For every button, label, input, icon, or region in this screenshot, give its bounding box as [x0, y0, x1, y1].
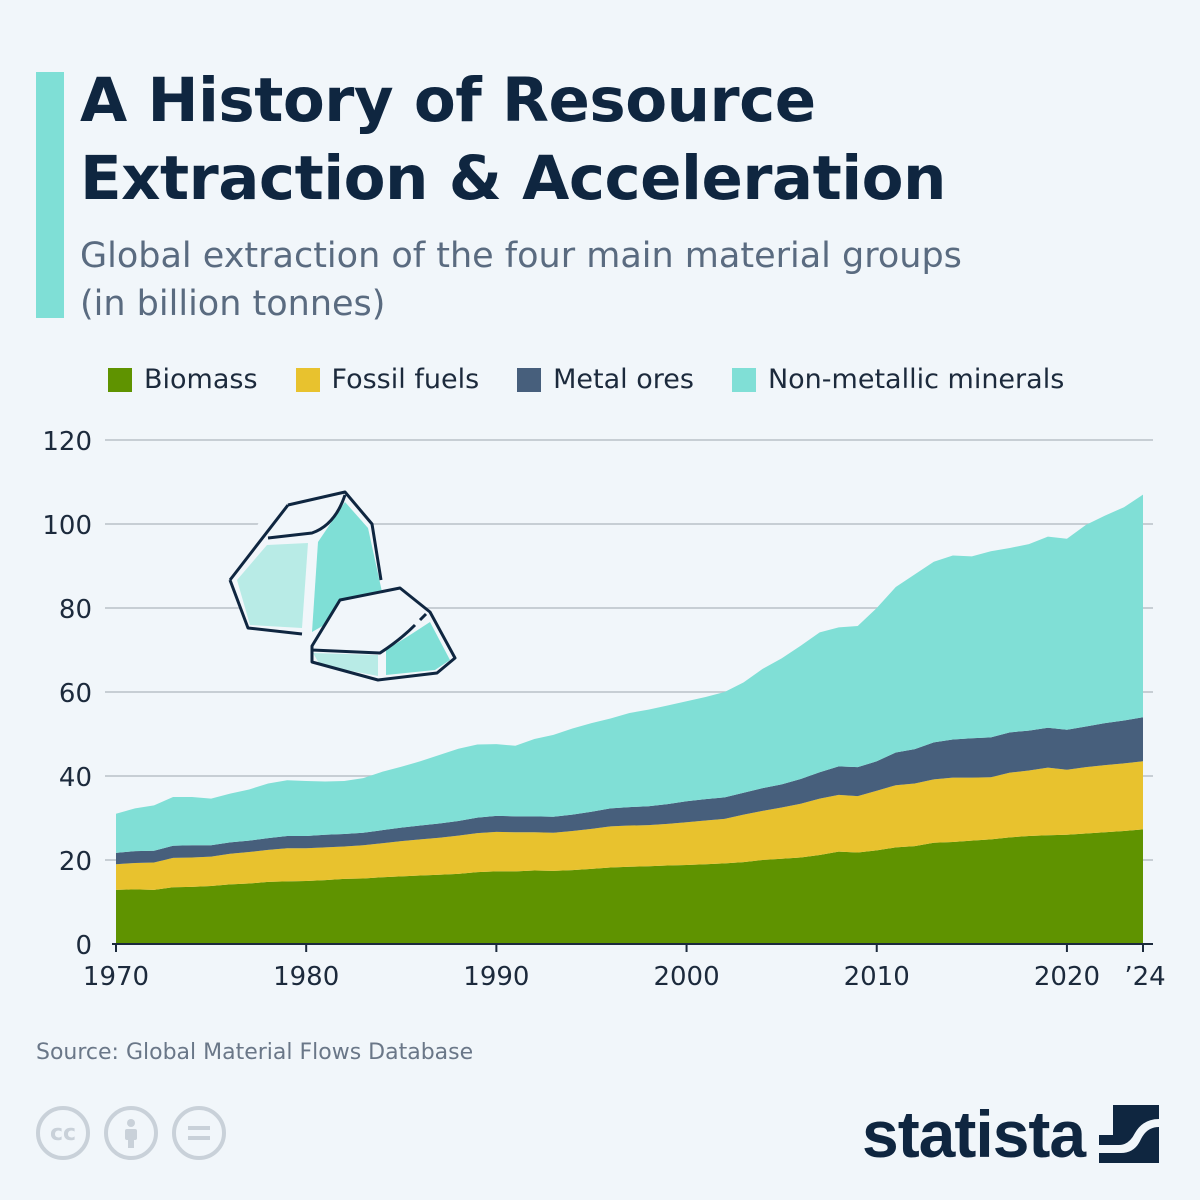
rocks-illustration-icon — [228, 490, 457, 682]
no-derivatives-icon[interactable] — [172, 1106, 226, 1160]
area-biomass — [116, 829, 1143, 944]
axes: 0 20 40 60 80 100 120 1970 1980 1990 2000 2010 2020 ’… — [42, 427, 1165, 992]
y-tick-label: 100 — [42, 511, 92, 541]
x-tick-label: 1990 — [463, 962, 529, 992]
x-tick-label: ’24 — [1124, 962, 1165, 992]
y-tick-label: 60 — [59, 679, 92, 709]
source-note: Source: Global Material Flows Database — [36, 1040, 474, 1065]
person-icon — [125, 1119, 137, 1148]
y-tick-label: 120 — [42, 427, 92, 457]
logo-text: statista — [862, 1097, 1086, 1171]
statista-logo[interactable]: statista — [862, 1096, 1160, 1172]
legend-item-biomass: Biomass — [108, 364, 258, 395]
legend-swatch — [108, 367, 132, 392]
legend-swatch — [295, 367, 320, 392]
accent-bar — [36, 72, 64, 318]
legend-swatch — [517, 367, 542, 392]
y-tick-label: 20 — [59, 847, 92, 877]
x-tick-label: 1970 — [83, 962, 149, 992]
legend-swatch — [731, 367, 756, 392]
attribution-icon[interactable] — [104, 1106, 158, 1160]
legend-item-non-metallic-minerals: Non-metallic minerals — [731, 364, 1065, 395]
x-tick-label: 1980 — [273, 962, 339, 992]
y-tick-label: 80 — [59, 595, 92, 625]
subtitle-line-1: Global extraction of the four main mater… — [80, 236, 962, 276]
statista-logo-icon — [1099, 1105, 1160, 1163]
x-tick-label: 2020 — [1034, 962, 1100, 992]
cc-icon[interactable]: cc — [36, 1106, 90, 1160]
legend-item-metal-ores: Metal ores — [517, 364, 694, 395]
legend-item-fossil-fuels: Fossil fuels — [295, 364, 480, 395]
area-non-metallic-minerals — [116, 494, 1143, 853]
title-line-1: A History of Resource — [80, 65, 816, 136]
subtitle-line-2: (in billion tonnes) — [80, 284, 386, 324]
y-tick-label: 0 — [75, 931, 92, 961]
x-tick-label: 2010 — [844, 962, 910, 992]
areas — [116, 494, 1143, 944]
area-metal-ores — [116, 717, 1143, 865]
x-tick-label: 2000 — [653, 962, 719, 992]
license-icons: cc — [36, 1106, 226, 1160]
legend-label: Biomass — [144, 364, 258, 395]
subtitle: Global extraction of the four main mater… — [80, 232, 962, 328]
legend-label: Metal ores — [553, 364, 694, 395]
legend-label: Fossil fuels — [331, 364, 480, 395]
page-title: A History of Resource Extraction & Accel… — [80, 62, 946, 218]
y-tick-label: 40 — [59, 763, 92, 793]
title-line-2: Extraction & Acceleration — [80, 143, 946, 214]
legend-label: Non-metallic minerals — [767, 364, 1065, 395]
equals-icon — [188, 1126, 210, 1140]
legend: Biomass Fossil fuels Metal ores Non-meta… — [108, 364, 1102, 395]
